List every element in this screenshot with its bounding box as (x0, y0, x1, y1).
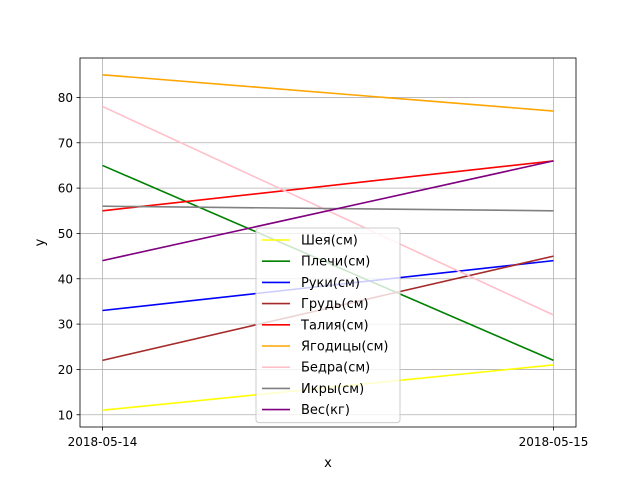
series-line (102, 205, 554, 212)
legend-label: Икры(см) (301, 382, 364, 397)
y-tick-label: 20 (58, 363, 73, 377)
legend-label: Плечи(см) (301, 255, 370, 270)
legend-item: Бедра(см) (262, 361, 370, 376)
legend-label: Руки(см) (301, 276, 360, 291)
tick-layer: 2018-05-14 2018-05-15 10 20 30 40 50 60 70 80 (58, 91, 589, 449)
legend-label: Шея(см) (301, 234, 358, 249)
legend-box (255, 227, 401, 424)
y-tick-label: 10 (58, 408, 73, 422)
x-tick-label: 2018-05-15 (519, 435, 589, 449)
plot-frame (79, 57, 577, 428)
legend-item: Руки(см) (262, 276, 360, 291)
legend-item: Плечи(см) (262, 255, 370, 270)
x-tick-label: 2018-05-14 (68, 435, 138, 449)
x-axis-label: x (324, 456, 332, 471)
y-tick-label: 60 (58, 182, 73, 196)
legend-item: Ягодицы(см) (262, 340, 388, 355)
series-line (102, 160, 554, 262)
legend-label: Вес(кг) (301, 403, 350, 418)
y-tick-label: 70 (58, 136, 73, 150)
legend: Шея(см) Плечи(см) Руки(см) Грудь(см) Талия(с… (255, 227, 401, 424)
y-tick-label: 80 (58, 91, 73, 105)
y-tick-label: 50 (58, 227, 73, 241)
series-line (102, 160, 554, 212)
legend-item: Икры(см) (262, 382, 364, 397)
legend-item: Шея(см) (262, 234, 358, 249)
legend-items: Шея(см) Плечи(см) Руки(см) Грудь(см) Талия(с… (262, 234, 388, 418)
series-line (102, 73, 554, 112)
y-tick-label: 30 (58, 318, 73, 332)
legend-item: Талия(см) (262, 318, 369, 333)
legend-label: Талия(см) (300, 318, 369, 333)
y-tick-label: 40 (58, 272, 73, 286)
legend-label: Бедра(см) (301, 361, 370, 376)
legend-label: Ягодицы(см) (301, 340, 388, 355)
legend-item: Грудь(см) (262, 297, 369, 312)
y-axis-label: y (33, 238, 48, 246)
legend-item: Вес(кг) (262, 403, 350, 418)
legend-label: Грудь(см) (301, 297, 369, 312)
